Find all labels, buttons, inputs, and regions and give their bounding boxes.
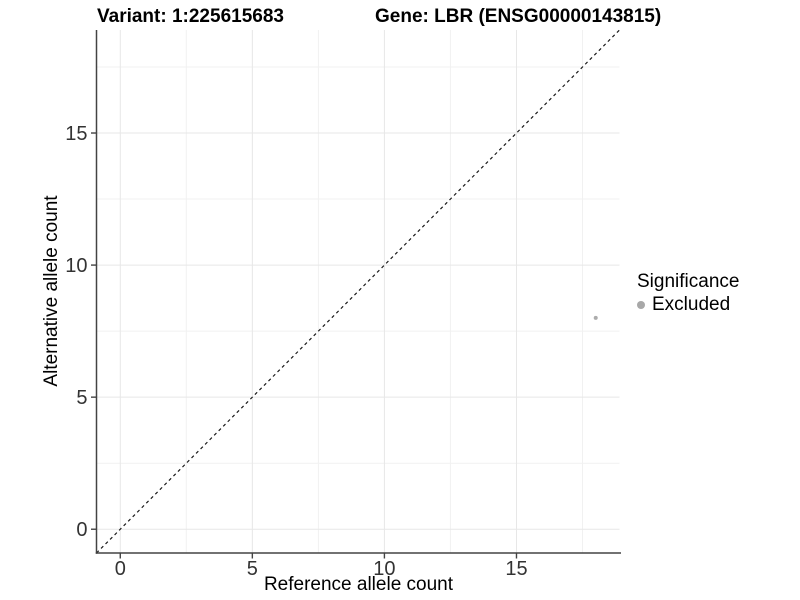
x-axis-title: Reference allele count (263, 574, 454, 595)
variant-title: Variant: 1:225615683 (97, 6, 284, 27)
data-point (593, 315, 598, 320)
y-tick-label: 5 (76, 387, 87, 409)
identity-line (96, 29, 620, 554)
legend-point-icon (637, 301, 645, 309)
y-tick-label: 0 (76, 519, 87, 541)
legend-item-label: Excluded (652, 294, 731, 315)
x-tick-label: 0 (115, 558, 126, 580)
x-tick-label: 5 (247, 558, 258, 580)
y-tick-label: 10 (65, 255, 87, 277)
gene-title: Gene: LBR (ENSG00000143815) (375, 6, 662, 27)
legend-item-excluded: Excluded (637, 294, 739, 316)
x-tick-label: 15 (505, 558, 527, 580)
y-axis-title: Alternative allele count (41, 195, 62, 387)
x-tick-label: 10 (373, 558, 395, 580)
legend: Significance Excluded (637, 270, 739, 316)
y-tick-label: 15 (65, 123, 87, 145)
legend-title: Significance (637, 271, 740, 292)
